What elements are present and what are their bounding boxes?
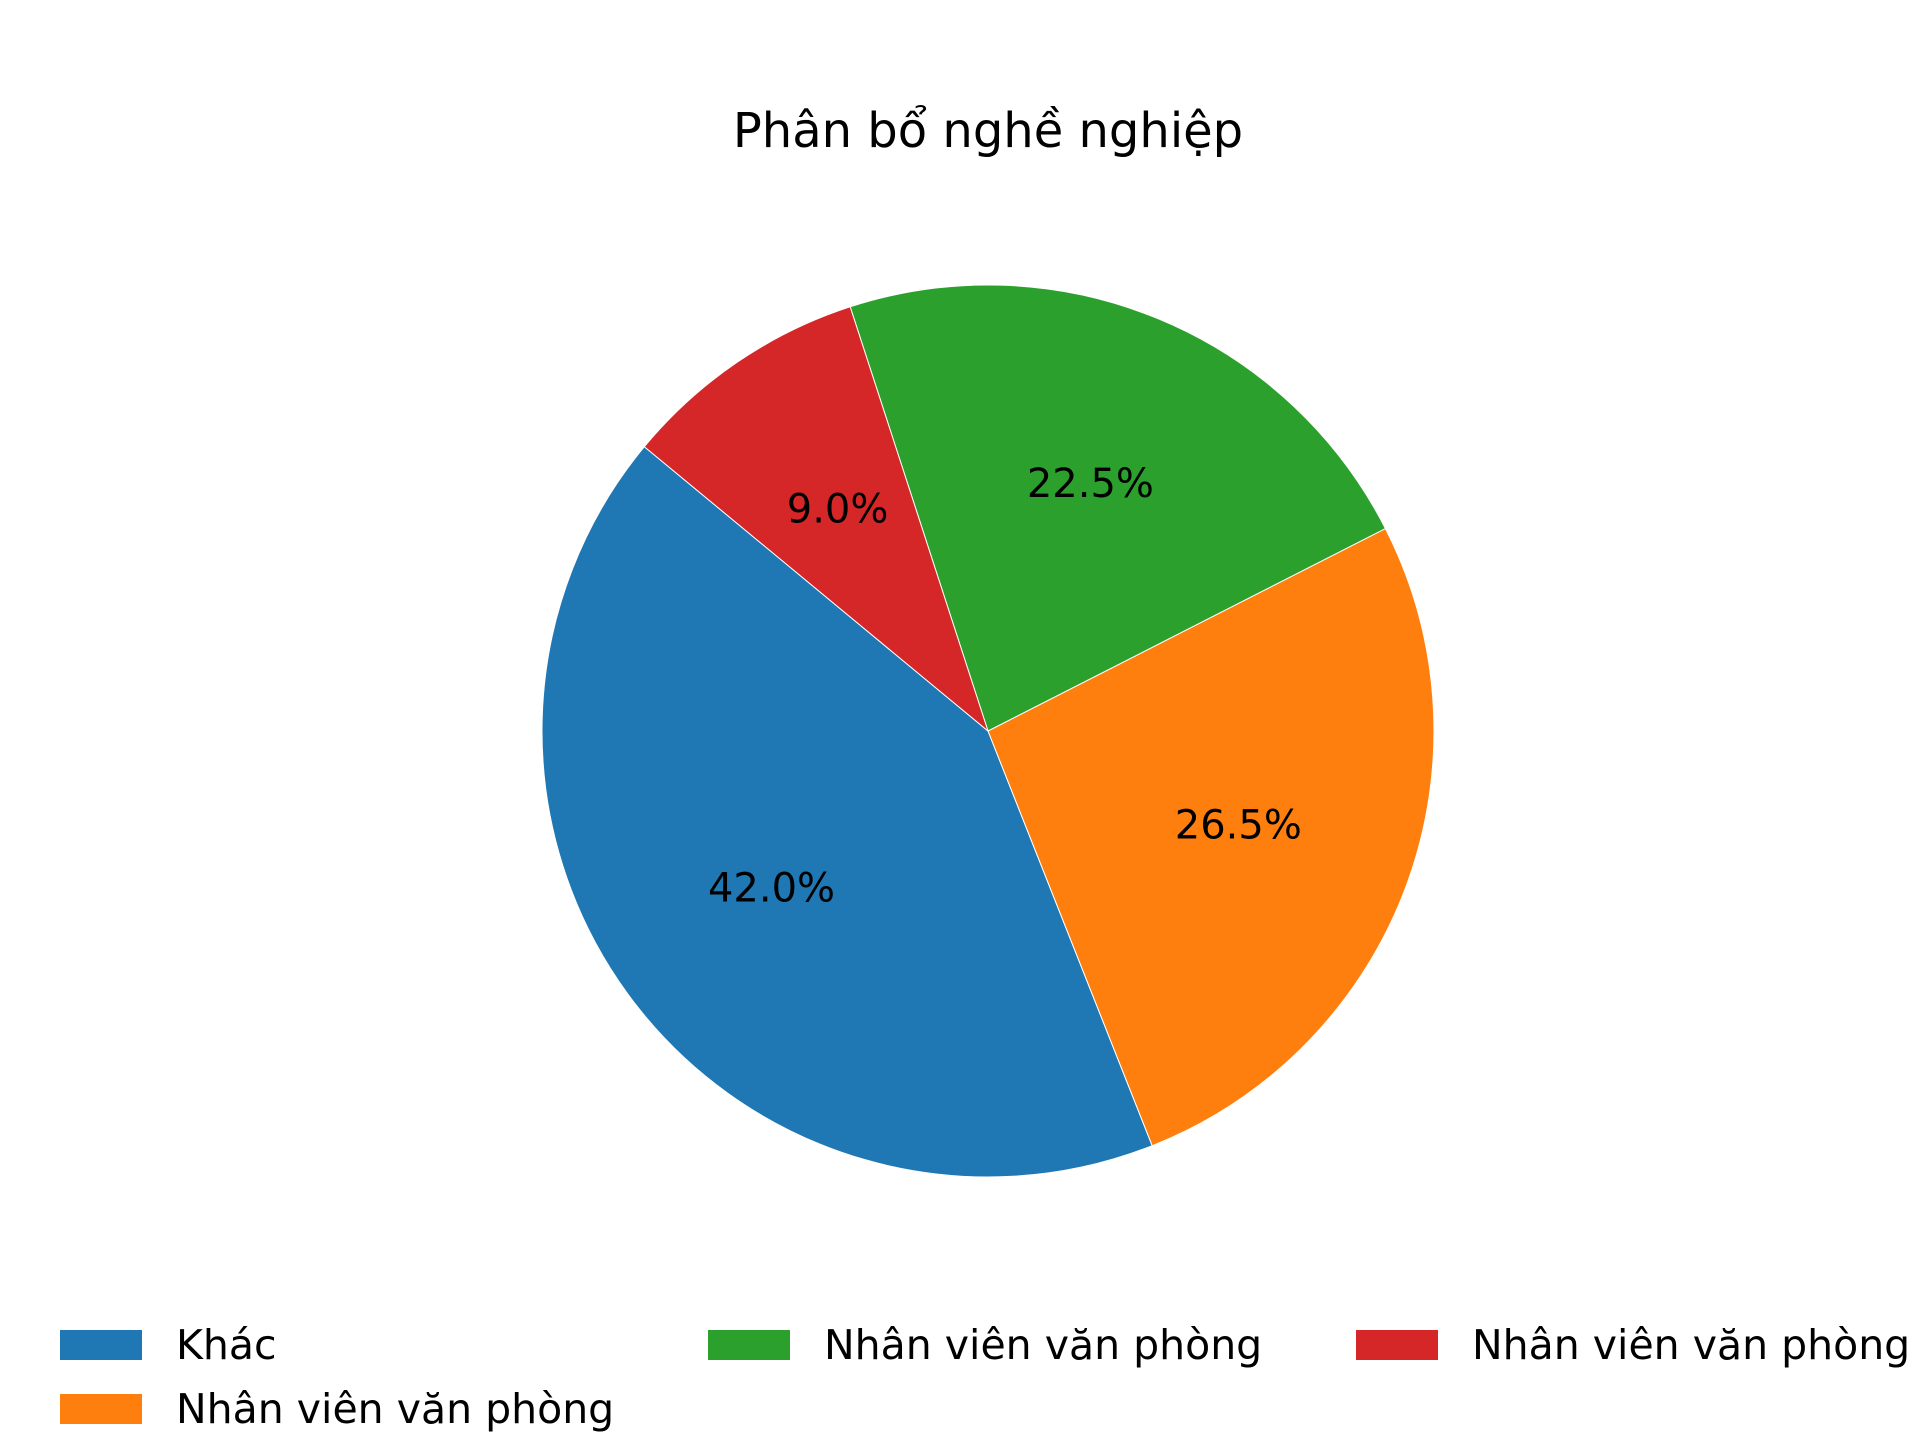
pie-slice-1 xyxy=(541,446,1153,1178)
legend-item-1: Khác xyxy=(60,1321,277,1369)
legend-swatch-4 xyxy=(1356,1330,1438,1360)
legend-label-1: Khác xyxy=(176,1321,277,1369)
legend-item-4: Nhân viên văn phòng xyxy=(1356,1321,1910,1369)
legend-item-2: Nhân viên văn phòng xyxy=(60,1385,614,1433)
pie-slice-2 xyxy=(987,527,1435,1147)
pie-slices xyxy=(541,284,1435,1178)
pie-slice-4 xyxy=(643,306,990,733)
legend-label-3: Nhân viên văn phòng xyxy=(824,1321,1262,1369)
legend-swatch-2 xyxy=(60,1394,142,1424)
legend-swatch-1 xyxy=(60,1330,142,1360)
legend: Khác Nhân viên văn phòng Nhân viên văn phò… xyxy=(60,1321,1910,1433)
chart-title: Phân bổ nghề nghiệp xyxy=(733,103,1243,159)
legend-item-3: Nhân viên văn phòng xyxy=(708,1321,1262,1369)
legend-label-2: Nhân viên văn phòng xyxy=(176,1385,614,1433)
pie-slice-3-percent-label: 22.5% xyxy=(1027,461,1154,507)
pie-slice-2-percent-label: 26.5% xyxy=(1175,803,1302,849)
legend-swatch-3 xyxy=(708,1330,790,1360)
pie-slice-1-percent-label: 42.0% xyxy=(708,865,835,911)
legend-label-4: Nhân viên văn phòng xyxy=(1472,1321,1910,1369)
pie-slice-3 xyxy=(849,284,1387,732)
pie-percent-labels: 42.0% 26.5% 22.5% 9.0% xyxy=(708,461,1302,912)
pie-slice-4-percent-label: 9.0% xyxy=(787,487,889,533)
